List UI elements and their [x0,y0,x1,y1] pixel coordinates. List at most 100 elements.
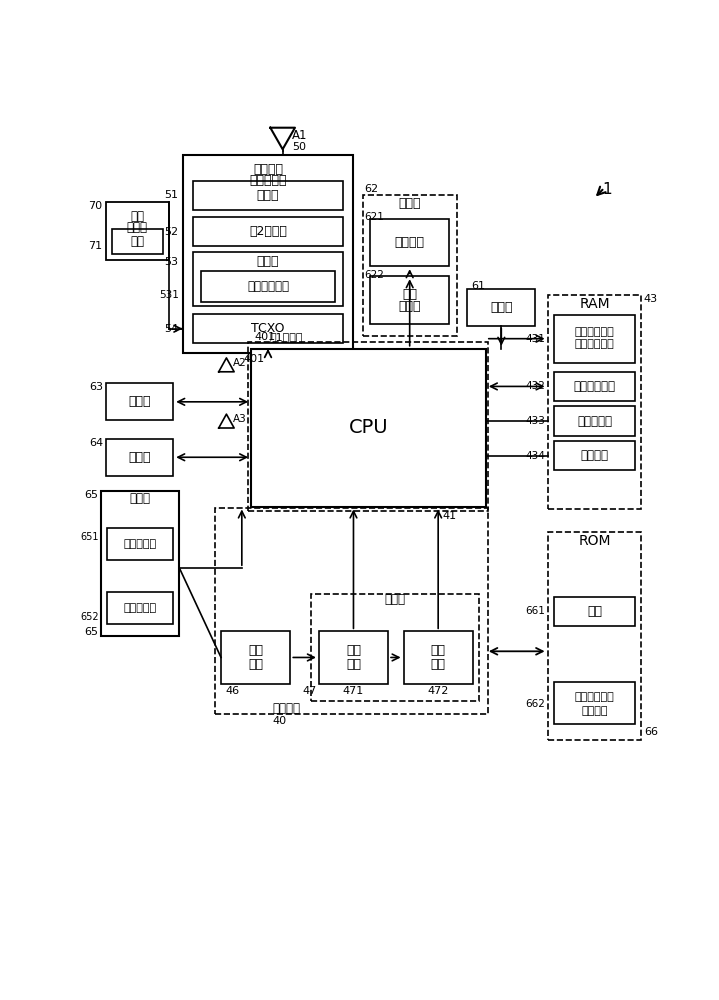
Text: 存储部: 存储部 [257,255,279,268]
Text: 供给部: 供给部 [127,221,147,234]
Text: 63: 63 [89,382,104,392]
Text: 温度计测履历: 温度计测履历 [574,380,615,393]
Text: 振荡: 振荡 [248,644,263,657]
Bar [554,597,636,626]
Bar [467,289,535,326]
Text: 输入部: 输入部 [490,301,513,314]
Text: 46: 46 [226,686,239,696]
Bar [554,682,636,724]
Text: 配对设定: 配对设定 [580,449,608,462]
Text: 662: 662 [526,699,545,709]
Bar [554,372,636,401]
Bar [403,631,473,684]
Bar [193,252,343,306]
Text: 1: 1 [603,182,613,197]
Bar [554,406,636,436]
Text: 接收器: 接收器 [257,189,279,202]
Text: 70: 70 [88,201,102,211]
Bar [248,342,488,511]
Text: 62: 62 [365,184,378,194]
Bar [370,276,449,324]
Text: 52: 52 [165,227,179,237]
Text: 显示部: 显示部 [398,197,421,210]
Bar [111,229,162,254]
Text: 分频: 分频 [346,644,361,657]
Text: 卫星电波: 卫星电波 [253,163,283,176]
Text: 驱动器: 驱动器 [398,300,421,313]
Text: 431: 431 [526,334,545,344]
Text: 电路: 电路 [346,658,361,671]
Bar [547,295,641,509]
Bar [547,532,641,740]
Text: 472: 472 [428,686,449,696]
Text: 471: 471 [343,686,364,696]
Text: 622: 622 [365,270,384,280]
Text: 65: 65 [85,490,99,500]
Bar [106,202,169,260]
Bar [193,314,343,343]
Text: 接收控制信息: 接收控制信息 [247,280,289,293]
Text: 计时: 计时 [431,644,446,657]
Bar [251,349,486,507]
Text: 对应信息: 对应信息 [581,706,608,716]
Text: 61: 61 [471,281,485,291]
Bar [101,491,180,636]
Text: 64: 64 [89,438,104,448]
Text: 取得履历信息: 取得履历信息 [574,339,614,349]
Text: 433: 433 [526,416,545,426]
Text: 40: 40 [273,716,287,726]
Text: A3: A3 [234,414,247,424]
Text: 第1处理器: 第1处理器 [270,332,303,342]
Text: 621: 621 [365,212,384,222]
Text: 652: 652 [80,612,99,622]
Bar [215,508,488,714]
Text: 51: 51 [165,190,179,200]
Bar [183,155,354,353]
Text: 41: 41 [443,511,457,521]
Text: 程序: 程序 [587,605,602,618]
Text: 温度计时偏差: 温度计时偏差 [574,692,614,702]
Text: 65: 65 [85,627,99,637]
Text: 651: 651 [80,532,99,542]
Text: 401: 401 [244,354,265,364]
Text: 地方时设定: 地方时设定 [577,415,612,428]
Text: TCXO: TCXO [251,322,285,335]
Text: 接收处理部: 接收处理部 [249,174,287,187]
Text: 50: 50 [293,142,306,152]
Text: 计时部: 计时部 [385,593,406,606]
Text: 日期时间信息: 日期时间信息 [574,327,614,337]
Text: 53: 53 [165,257,179,267]
Text: A1: A1 [292,129,307,142]
Bar [362,195,457,336]
Text: 432: 432 [526,381,545,391]
Bar [107,528,173,560]
Text: 显示: 显示 [402,288,417,301]
Text: 401: 401 [254,332,275,342]
Text: CPU: CPU [349,418,388,437]
Text: 计测部: 计测部 [129,492,151,505]
Text: ROM: ROM [578,534,610,548]
Text: 温度传感器: 温度传感器 [124,603,157,613]
Text: A2: A2 [234,358,247,368]
Bar [311,594,479,701]
Bar [193,217,343,246]
Text: 光量传感器: 光量传感器 [124,539,157,549]
Text: 661: 661 [526,606,545,616]
Text: 54: 54 [165,324,179,334]
Bar [554,315,636,363]
Text: 电路: 电路 [248,658,263,671]
Text: 接收器: 接收器 [128,395,151,408]
Text: 电池: 电池 [130,235,144,248]
Bar [107,592,173,624]
Bar [106,383,173,420]
Text: 47: 47 [302,686,316,696]
Bar [554,441,636,470]
Text: 第2处理器: 第2处理器 [249,225,287,238]
Text: 电路: 电路 [431,658,446,671]
Text: 电力: 电力 [130,210,144,223]
Bar [193,181,343,210]
Text: 71: 71 [88,241,102,251]
Text: 43: 43 [644,294,658,304]
Text: RAM: RAM [580,297,610,311]
Text: 显示画面: 显示画面 [395,236,425,249]
